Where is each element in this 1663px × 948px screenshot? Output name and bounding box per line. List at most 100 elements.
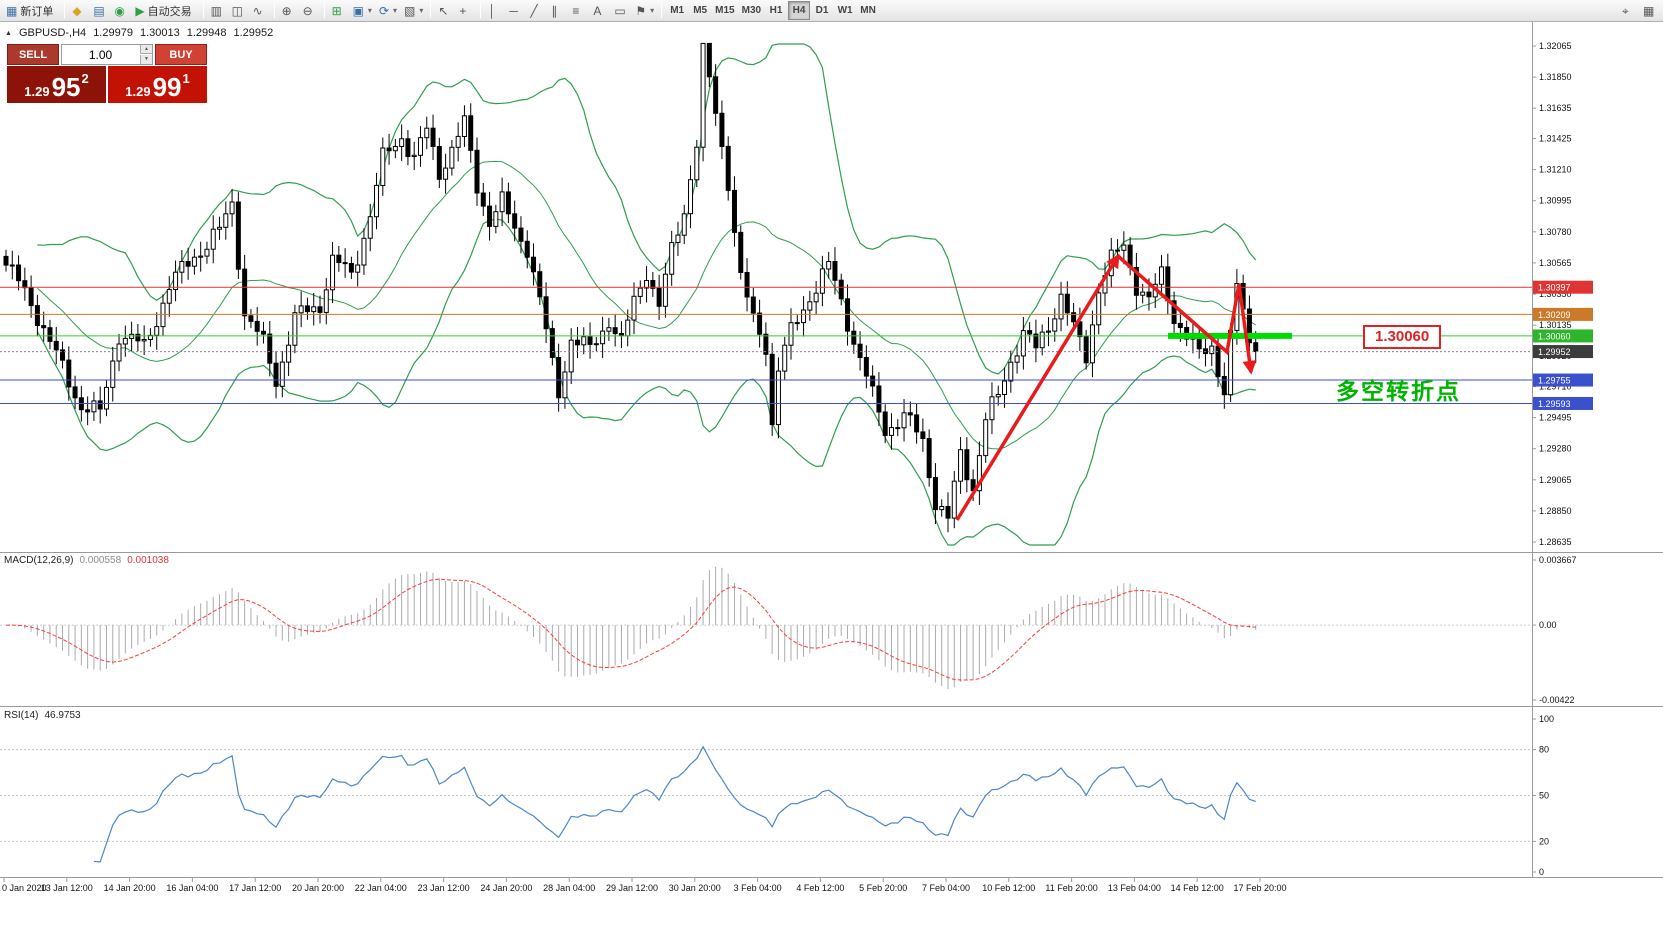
charts-button[interactable]: ▤ xyxy=(90,1,110,20)
profiles-button[interactable]: ◆ xyxy=(69,1,89,20)
time-axis-label: 5 Feb 20:00 xyxy=(859,883,907,893)
macd-signal-line xyxy=(6,578,1256,681)
rsi-axis-label: 0 xyxy=(1539,867,1544,877)
bar-chart-button[interactable]: ▥ xyxy=(208,1,228,20)
tile-windows-button[interactable]: ⊞ xyxy=(329,1,349,20)
search-icon: ⌖ xyxy=(1622,4,1629,18)
toolbar-separator xyxy=(273,3,275,18)
equidistant-channel-icon: ∥ xyxy=(551,3,558,18)
trade-controls-row: SELL ▲ ▼ BUY xyxy=(7,44,207,65)
timeframe-mn-button[interactable]: MN xyxy=(857,1,879,20)
ohlc-open: 1.29979 xyxy=(93,27,133,39)
bollinger-middle-band xyxy=(37,160,1256,450)
price-tick-label: 1.28850 xyxy=(1539,506,1572,516)
new-order-icon: ▦ xyxy=(6,3,18,18)
timeframe-d1-button[interactable]: D1 xyxy=(811,1,833,20)
buy-price-quote[interactable]: 1.29 99 1 xyxy=(108,66,207,103)
periods-button[interactable]: ⟳ ▾ xyxy=(376,1,400,20)
zoom-in-icon: ⊕ xyxy=(281,3,292,18)
horizontal-line-button[interactable]: ─ xyxy=(506,1,526,20)
zoom-in-button[interactable]: ⊕ xyxy=(279,1,299,20)
price-tag-label: 1.30209 xyxy=(1538,310,1571,320)
profiles-icon: ◆ xyxy=(72,3,82,18)
price-tick-label: 1.30350 xyxy=(1539,289,1572,299)
toolbar-separator xyxy=(480,3,482,18)
candlestick-chart-icon: ◫ xyxy=(231,3,243,18)
cursor-button[interactable]: ↖ xyxy=(435,1,455,20)
timeframe-m5-button[interactable]: M5 xyxy=(689,1,711,20)
buy-price-main: 1.29 xyxy=(125,83,151,99)
bollinger-upper-band xyxy=(37,43,1257,375)
chevron-down-icon: ▾ xyxy=(419,6,424,15)
new-order-button[interactable]: ▦ 新订单 xyxy=(3,1,60,20)
community-button[interactable]: ◉ xyxy=(111,1,131,20)
price-tick-label: 1.30780 xyxy=(1539,227,1572,237)
price-tag-label: 1.29593 xyxy=(1538,399,1571,409)
rsi-axis-label: 80 xyxy=(1539,745,1549,755)
trendline-button[interactable]: ╱ xyxy=(527,1,547,20)
timeframe-h4-button[interactable]: H4 xyxy=(788,1,811,20)
trend-arrow xyxy=(955,253,1120,521)
text-label-button[interactable]: ▭ xyxy=(611,1,631,20)
indicators-button[interactable]: ▣ ▾ xyxy=(350,1,375,20)
time-axis-label: 24 Jan 20:00 xyxy=(480,883,532,893)
price-tag xyxy=(1533,280,1593,294)
price-tick-label: 1.29710 xyxy=(1539,382,1572,392)
tile-windows-icon: ⊞ xyxy=(331,3,342,18)
candles-layer xyxy=(3,42,1259,533)
text-button[interactable]: A xyxy=(590,1,610,20)
bollinger-bands-layer xyxy=(36,43,1257,546)
price-tick-label: 1.29065 xyxy=(1539,475,1572,485)
autotrading-button[interactable]: ▶ 自动交易 xyxy=(132,1,198,20)
ohlc-high: 1.30013 xyxy=(139,27,180,39)
sell-price-quote[interactable]: 1.29 95 2 xyxy=(7,66,106,103)
fibonacci-icon: ≡ xyxy=(572,3,580,18)
trade-quotes-row: 1.29 95 2 1.29 99 1 xyxy=(7,66,207,103)
chevron-down-icon: ▾ xyxy=(650,6,655,15)
volume-up-button[interactable]: ▲ xyxy=(140,45,152,54)
arrows-icon: ⚑ xyxy=(635,3,647,18)
sell-button[interactable]: SELL xyxy=(7,44,59,65)
search-button[interactable]: ⌖ xyxy=(1619,2,1639,21)
time-axis-label: 23 Jan 12:00 xyxy=(418,883,470,893)
crosshair-button[interactable]: + xyxy=(456,1,476,20)
timeframe-h1-button[interactable]: H1 xyxy=(765,1,787,20)
timeframe-m30-button[interactable]: M30 xyxy=(739,1,764,20)
crosshair-icon: + xyxy=(459,3,467,18)
equidistant-channel-button[interactable]: ∥ xyxy=(548,1,568,20)
line-chart-button[interactable]: ∿ xyxy=(250,1,270,20)
timeframe-w1-button[interactable]: W1 xyxy=(834,1,856,20)
time-axis-label: 17 Jan 12:00 xyxy=(229,883,281,893)
volume-input[interactable] xyxy=(62,45,152,64)
time-axis-label: 0 Jan 2020 xyxy=(2,883,47,893)
price-tag xyxy=(1533,345,1593,359)
templates-button[interactable]: ▧ ▾ xyxy=(401,1,426,20)
time-axis-label: 28 Jan 04:00 xyxy=(543,883,595,893)
time-axis-label: 7 Feb 04:00 xyxy=(922,883,970,893)
zoom-out-button[interactable]: ⊖ xyxy=(300,1,320,20)
line-chart-icon: ∿ xyxy=(252,3,263,18)
buy-button[interactable]: BUY xyxy=(155,44,207,65)
price-tick-label: 1.30135 xyxy=(1539,320,1572,330)
arrows-button[interactable]: ⚑ ▾ xyxy=(632,1,657,20)
fibonacci-button[interactable]: ≡ xyxy=(569,1,589,20)
time-axis-label: 22 Jan 04:00 xyxy=(355,883,407,893)
price-tag xyxy=(1533,373,1593,387)
volume-down-button[interactable]: ▼ xyxy=(140,55,152,64)
vertical-line-button[interactable]: │ xyxy=(485,1,505,20)
ohlc-low: 1.29948 xyxy=(186,27,227,39)
timeframe-m15-button[interactable]: M15 xyxy=(712,1,737,20)
text-label-icon: ▭ xyxy=(614,3,626,18)
price-tick-label: 1.28635 xyxy=(1539,537,1572,547)
timeframe-m1-button[interactable]: M1 xyxy=(666,1,688,20)
price-tag-label: 1.29952 xyxy=(1538,347,1571,357)
price-tick-label: 1.31210 xyxy=(1539,165,1572,175)
time-axis-label: 13 Feb 04:00 xyxy=(1108,883,1161,893)
layout-button[interactable]: ▦ xyxy=(1640,2,1660,21)
rsi-value: 46.9753 xyxy=(44,710,81,721)
candlestick-chart-button[interactable]: ◫ xyxy=(229,1,249,20)
